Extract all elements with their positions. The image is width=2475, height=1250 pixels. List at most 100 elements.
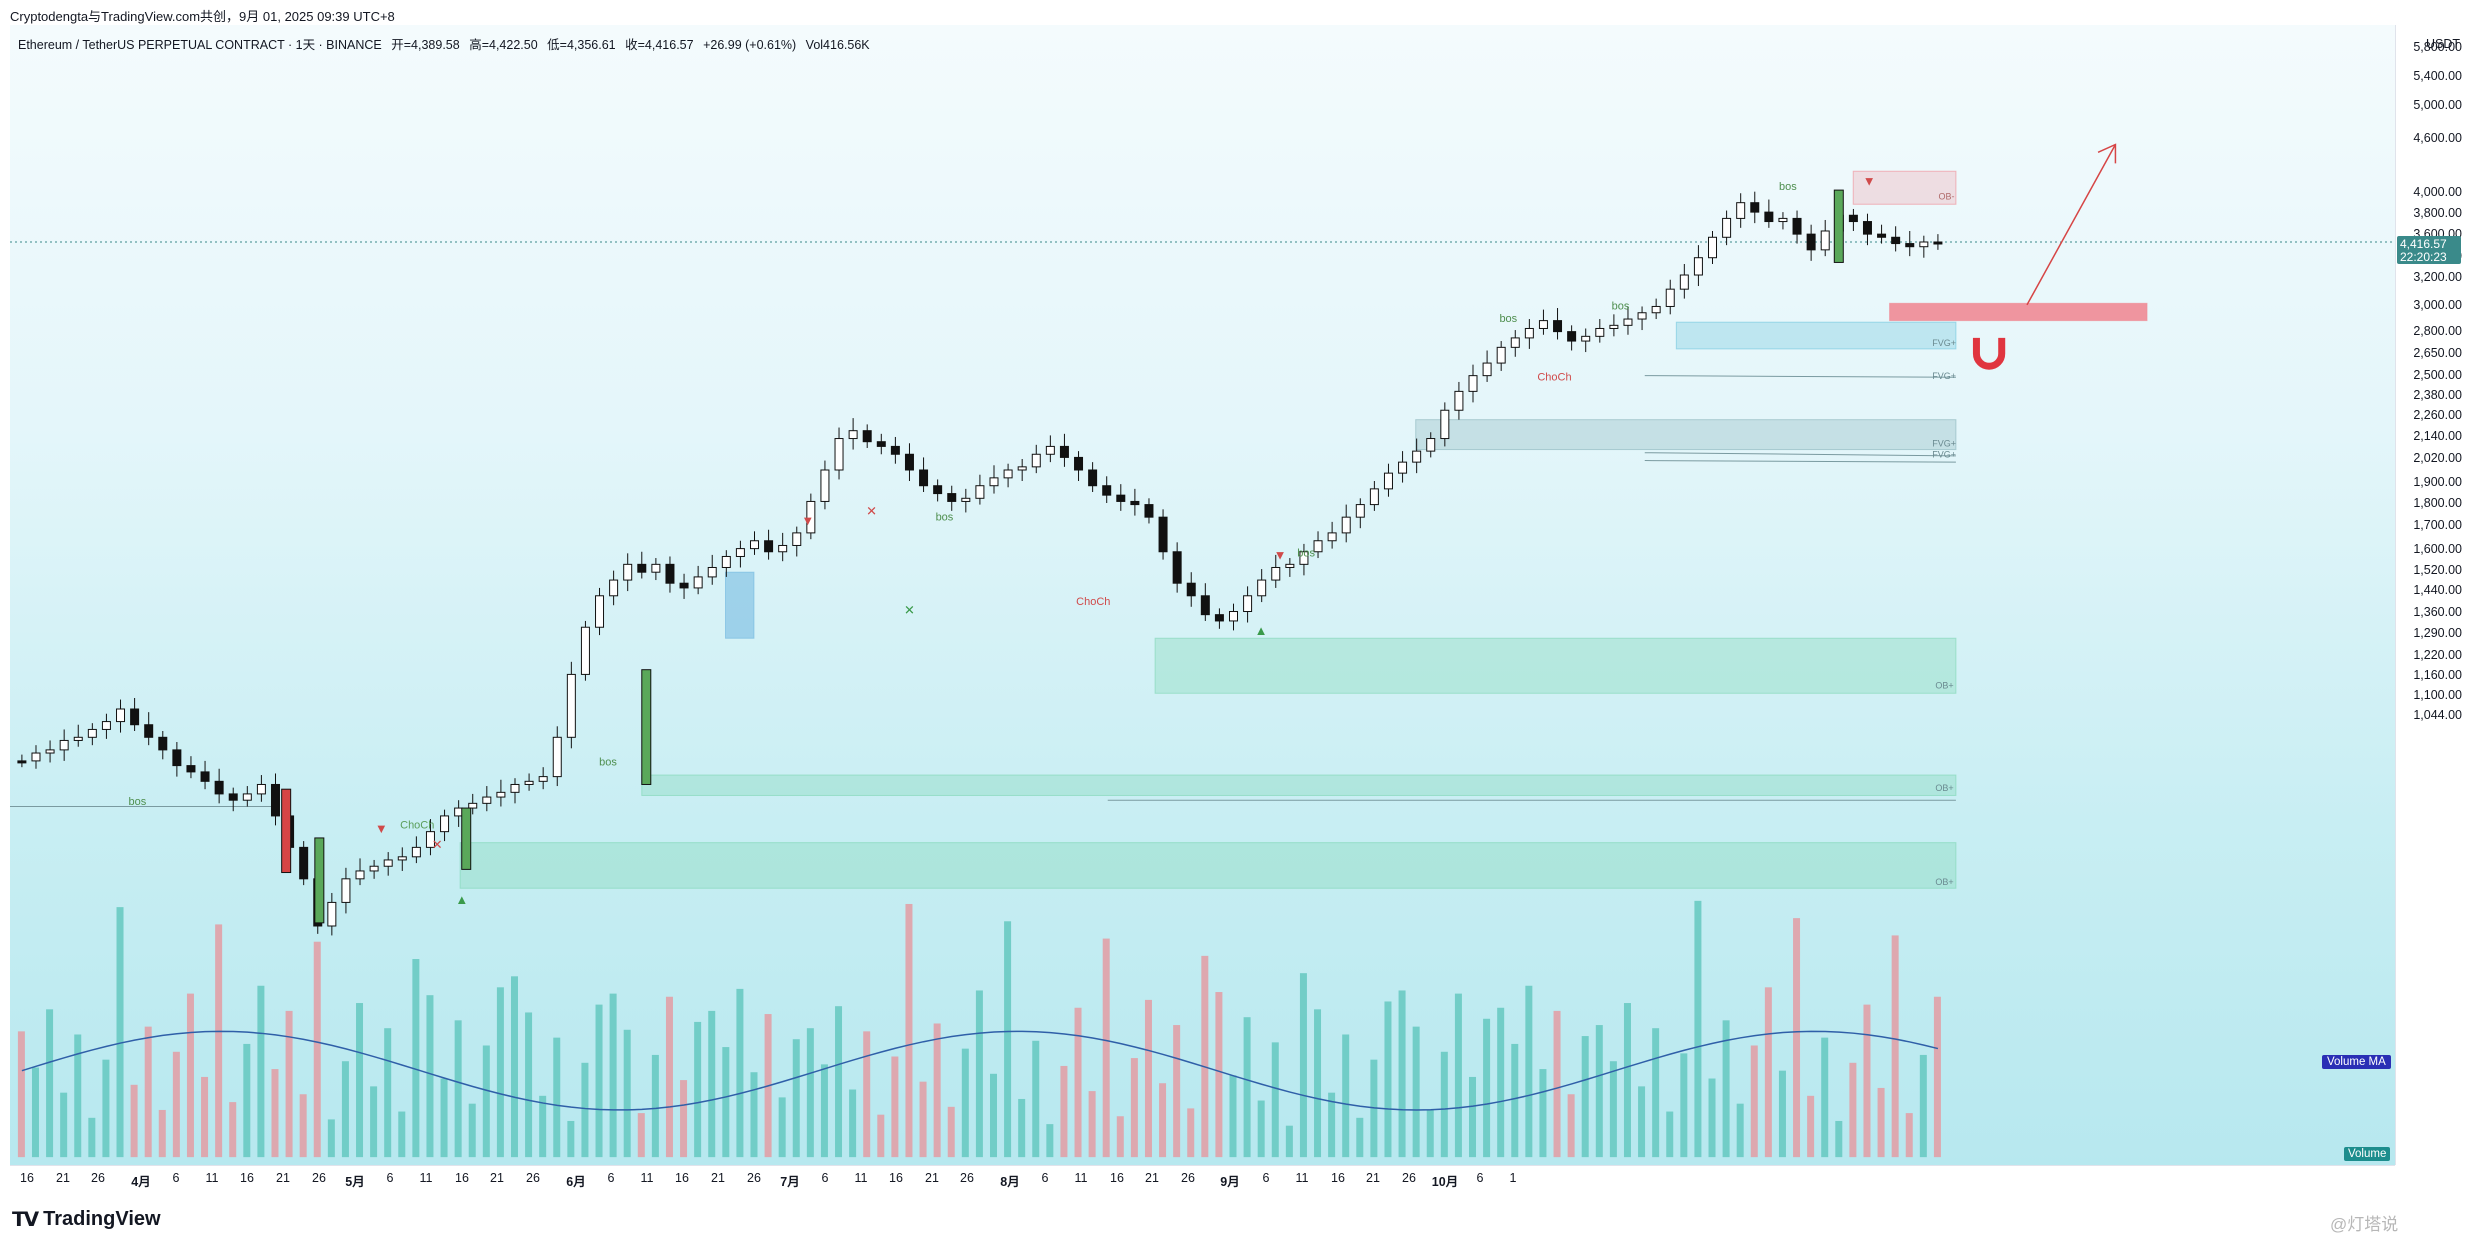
candle-body xyxy=(834,438,844,471)
candle-body xyxy=(1059,445,1069,458)
ob-minus-zone xyxy=(1852,170,1957,205)
volume-bar xyxy=(398,1111,406,1158)
price-tick: 1,900.00 xyxy=(2413,475,2462,489)
volume-bar xyxy=(74,1034,82,1158)
volume-bar xyxy=(1863,1004,1871,1158)
time-tick: 11 xyxy=(1074,1171,1088,1185)
candle-body xyxy=(228,793,238,801)
volume-bar xyxy=(454,1020,462,1158)
candle-body xyxy=(1665,288,1675,307)
candle-body xyxy=(1919,241,1929,248)
volume-bar xyxy=(975,990,983,1158)
currency-label[interactable]: USDT xyxy=(2425,37,2460,51)
time-tick: 6月 xyxy=(566,1175,586,1189)
time-tick: 6 xyxy=(607,1171,615,1185)
candle-body xyxy=(1214,614,1224,622)
price-tick: 3,800.00 xyxy=(2413,206,2462,220)
volume-bar xyxy=(116,907,124,1158)
signal-marker: ▼ xyxy=(375,821,388,836)
volume-bar xyxy=(1412,1026,1420,1158)
price-tick: 1,360.00 xyxy=(2413,605,2462,619)
volume-bar xyxy=(144,1026,152,1158)
candle-body xyxy=(87,728,97,738)
chart-area[interactable]: bos bos bos bos bos bos bos ChoCh ChoCh ChoCh FVG+… xyxy=(10,25,2395,1165)
countdown: 22:20:23 xyxy=(2400,250,2447,264)
candle-body xyxy=(904,453,914,471)
price-tick: 1,160.00 xyxy=(2413,668,2462,682)
symbol-legend: Ethereum / TetherUS PERPETUAL CONTRACT ·… xyxy=(18,34,876,53)
volume-bar xyxy=(370,1086,378,1158)
volume-bar xyxy=(1243,1017,1251,1158)
last-price-badge: 4,416.57 22:20:23 xyxy=(2397,236,2461,264)
level-line xyxy=(1644,375,1956,378)
volume-ma-tag[interactable]: Volume MA xyxy=(2322,1055,2391,1069)
time-tick: 21 xyxy=(925,1171,939,1185)
price-chart[interactable]: bos bos bos bos bos bos bos ChoCh ChoCh ChoCh FVG+… xyxy=(10,25,2395,1165)
volume-bar xyxy=(1778,1070,1786,1158)
volume-bar xyxy=(891,1056,899,1158)
candle-body xyxy=(1722,217,1732,238)
candle-body xyxy=(1088,469,1098,487)
candle-body xyxy=(1003,469,1013,479)
candle-body xyxy=(595,595,605,628)
candle-body xyxy=(1933,241,1943,245)
volume-bar xyxy=(1173,1025,1181,1158)
volume-bar xyxy=(1680,1053,1688,1158)
low-value: 低=4,356.61 xyxy=(547,38,616,52)
volume-bar xyxy=(680,1080,688,1158)
candle-body xyxy=(1454,390,1464,411)
volume-bar xyxy=(1440,1051,1448,1158)
candle-body xyxy=(101,721,111,730)
symbol-name[interactable]: Ethereum / TetherUS PERPETUAL CONTRACT ·… xyxy=(18,38,382,52)
fvg-zone xyxy=(1415,419,1957,451)
price-tick: 1,220.00 xyxy=(2413,648,2462,662)
time-tick: 26 xyxy=(526,1171,540,1185)
time-tick: 21 xyxy=(1366,1171,1380,1185)
volume-bar xyxy=(229,1102,237,1158)
volume-bar xyxy=(567,1120,575,1158)
price-tick: 3,000.00 xyxy=(2413,298,2462,312)
time-tick: 21 xyxy=(711,1171,725,1185)
volume-bar xyxy=(440,1078,448,1158)
candle-body xyxy=(327,901,337,927)
volume-bar xyxy=(905,903,913,1158)
volume-bar xyxy=(1229,1075,1237,1158)
price-axis[interactable]: USDT 5,800.00 5,400.00 5,000.00 4,600.00 4,0… xyxy=(2395,25,2475,1165)
candle-body xyxy=(73,736,83,741)
time-tick: 26 xyxy=(960,1171,974,1185)
candle-body xyxy=(411,846,421,858)
candle-body xyxy=(1862,221,1872,235)
candle-body xyxy=(1327,532,1337,542)
volume-bar xyxy=(1652,1028,1660,1158)
candle-body xyxy=(496,791,506,798)
volume-bar xyxy=(1483,1018,1491,1158)
candle-body xyxy=(1905,243,1915,248)
volume-bar xyxy=(1285,1125,1293,1158)
candle-body xyxy=(778,544,788,553)
volume-bar xyxy=(651,1054,659,1158)
time-tick: 21 xyxy=(1145,1171,1159,1185)
volume-bar xyxy=(1708,1078,1716,1158)
candle-body xyxy=(806,500,816,534)
candle-body xyxy=(890,445,900,455)
candle-body xyxy=(947,493,957,502)
volume-bar xyxy=(1116,1116,1124,1158)
candle-body xyxy=(1510,337,1520,348)
high-value: 高=4,422.50 xyxy=(469,38,538,52)
candle-body xyxy=(1299,551,1309,565)
time-tick: 6 xyxy=(172,1171,180,1185)
candle-body xyxy=(1891,236,1901,245)
price-tick: 1,600.00 xyxy=(2413,542,2462,556)
price-tick: 5,800.00 xyxy=(2413,40,2462,54)
price-tick: 2,020.00 xyxy=(2413,451,2462,465)
candle-body xyxy=(1130,500,1140,506)
candle-body xyxy=(1553,320,1563,333)
volume-bar xyxy=(1257,1100,1265,1158)
volume-bar xyxy=(1130,1058,1138,1158)
time-axis[interactable]: 16 21 26 4月 6 11 16 21 26 5月 6 11 16 21 26 6月 6 11 16 21 26 7… xyxy=(10,1165,2395,1196)
candle-body xyxy=(1778,217,1788,223)
tradingview-logo[interactable]: 𝗧𝗩 TradingView xyxy=(12,1207,161,1232)
volume-tag[interactable]: Volume xyxy=(2344,1147,2391,1161)
bos-label: bos xyxy=(1612,301,1630,313)
volume-bar xyxy=(46,1009,54,1158)
